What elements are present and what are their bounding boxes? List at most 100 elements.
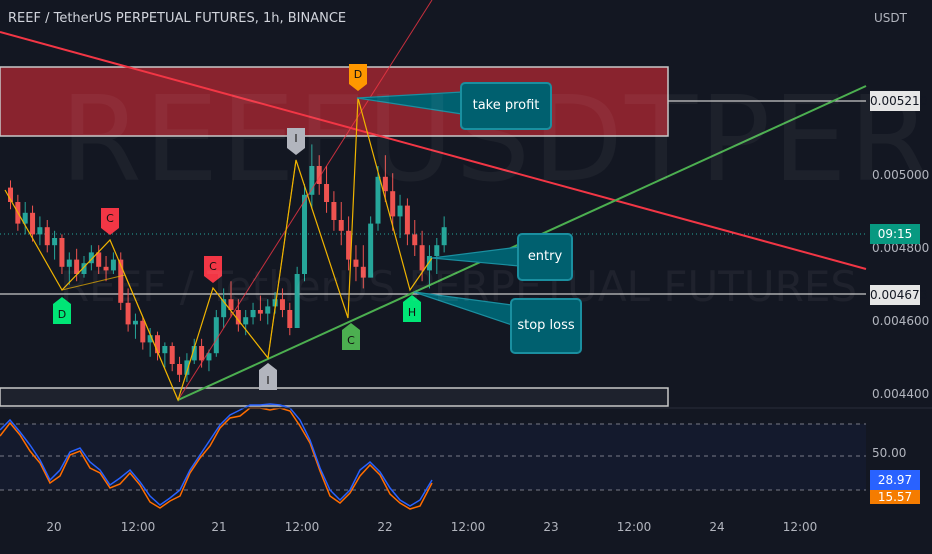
candle-body-15 xyxy=(118,259,124,303)
pattern-flag-C2 xyxy=(204,256,222,283)
time-label-9: 24 xyxy=(709,520,725,534)
candle-body-36 xyxy=(272,299,278,307)
candle-body-26 xyxy=(199,346,205,361)
candle-body-23 xyxy=(177,364,183,375)
osc-band xyxy=(0,424,866,490)
candle-body-48 xyxy=(360,266,366,278)
candle-body-29 xyxy=(221,299,227,318)
candle-body-57 xyxy=(426,256,432,271)
candle-body-37 xyxy=(279,299,285,310)
pattern-flag-D1 xyxy=(53,297,71,324)
price-label-4: 0.004400 xyxy=(872,387,930,401)
candle-body-3 xyxy=(30,212,36,235)
candle-body-43 xyxy=(324,184,330,202)
osc-label-50: 50.00 xyxy=(872,446,907,460)
pattern-label-C3: C xyxy=(347,334,355,347)
candle-body-58 xyxy=(434,245,440,256)
candle-body-51 xyxy=(382,176,388,192)
pattern-flag-H xyxy=(403,295,421,322)
pattern-label-H: H xyxy=(408,306,416,319)
resistance-trendline xyxy=(0,31,867,270)
entry-callout: entry xyxy=(517,233,573,281)
candle-body-44 xyxy=(331,202,337,220)
price-label-2: 0.004800 xyxy=(872,241,930,255)
candle-body-41 xyxy=(309,166,315,195)
candle-body-11 xyxy=(88,252,94,264)
pattern-label-I2: I xyxy=(266,374,269,387)
candle-body-22 xyxy=(169,346,175,364)
time-label-8: 12:00 xyxy=(616,520,652,534)
candle-body-38 xyxy=(287,310,293,328)
description-watermark: REEF / TetherUS PERPETUAL FUTURES xyxy=(60,262,858,311)
candle-body-6 xyxy=(52,238,58,246)
time-label-1: 20 xyxy=(46,520,62,534)
candle-body-47 xyxy=(353,259,359,267)
candle-body-59 xyxy=(441,227,447,246)
pattern-label-C1: C xyxy=(106,212,114,225)
price-label-1: 0.005000 xyxy=(872,168,930,182)
candle-body-5 xyxy=(44,227,50,246)
stop-loss-callout: stop loss xyxy=(510,298,582,354)
osc-d-tag: 15.57 xyxy=(870,490,920,504)
time-label-6: 12:00 xyxy=(450,520,486,534)
osc-k-line xyxy=(0,403,433,507)
pattern-leg-a xyxy=(61,274,179,401)
osc-k-tag: 28.97 xyxy=(870,470,920,490)
candle-body-2 xyxy=(22,212,28,224)
candle-body-8 xyxy=(66,259,72,267)
candle-body-40 xyxy=(302,194,307,274)
time-label-3: 21 xyxy=(211,520,227,534)
resistance-zone xyxy=(0,66,669,137)
candle-body-18 xyxy=(140,320,146,343)
time-label-2: 12:00 xyxy=(120,520,156,534)
candle-body-19 xyxy=(147,335,153,343)
candle-body-42 xyxy=(316,166,322,184)
candle-body-30 xyxy=(228,299,234,310)
pattern-label-I1: I xyxy=(294,132,297,145)
time-label-4: 12:00 xyxy=(284,520,320,534)
time-label-10: 12:00 xyxy=(782,520,818,534)
candle-body-28 xyxy=(213,317,219,354)
pattern-label-D1: D xyxy=(58,308,66,321)
candle-body-7 xyxy=(59,238,65,267)
countdown-tag: 09:15 xyxy=(870,224,920,244)
candle-body-0 xyxy=(8,187,13,202)
stop-loss-price-tag: 0.004673 xyxy=(870,285,927,305)
candle-body-55 xyxy=(412,234,418,246)
candle-body-10 xyxy=(81,263,87,274)
candle-body-50 xyxy=(375,176,381,224)
take-profit-price-tag: 0.005210 xyxy=(870,91,927,111)
pattern-flag-I1 xyxy=(287,128,305,155)
candle-body-20 xyxy=(155,335,160,354)
candle-body-45 xyxy=(338,220,344,231)
candle-body-24 xyxy=(184,360,190,375)
candle-body-53 xyxy=(397,205,403,217)
pattern-flag-C3 xyxy=(342,323,360,350)
candle-body-12 xyxy=(96,252,102,267)
support-box xyxy=(0,387,669,407)
candle-body-16 xyxy=(125,302,131,325)
take-profit-callout: take profit xyxy=(460,82,552,130)
pattern-flag-C1 xyxy=(101,208,119,235)
candle-body-13 xyxy=(103,266,109,271)
pattern-leg-b xyxy=(212,159,297,360)
candle-body-25 xyxy=(191,346,197,361)
price-unit: USDT xyxy=(874,11,907,25)
candle-body-54 xyxy=(404,205,410,235)
candle-body-34 xyxy=(257,310,263,314)
candle-body-17 xyxy=(132,320,138,325)
pattern-label-D2: D xyxy=(354,68,362,81)
candle-body-9 xyxy=(74,259,80,274)
time-label-5: 22 xyxy=(377,520,393,534)
candle-body-32 xyxy=(243,317,249,325)
candle-body-46 xyxy=(346,230,352,260)
chart-title: REEF / TetherUS PERPETUAL FUTURES, 1h, B… xyxy=(8,11,347,26)
pattern-label-C2: C xyxy=(209,260,217,273)
candle-body-21 xyxy=(162,346,168,354)
time-label-7: 23 xyxy=(543,520,559,534)
osc-d-line xyxy=(0,407,433,510)
candle-body-49 xyxy=(368,223,374,278)
candle-body-52 xyxy=(390,191,396,217)
